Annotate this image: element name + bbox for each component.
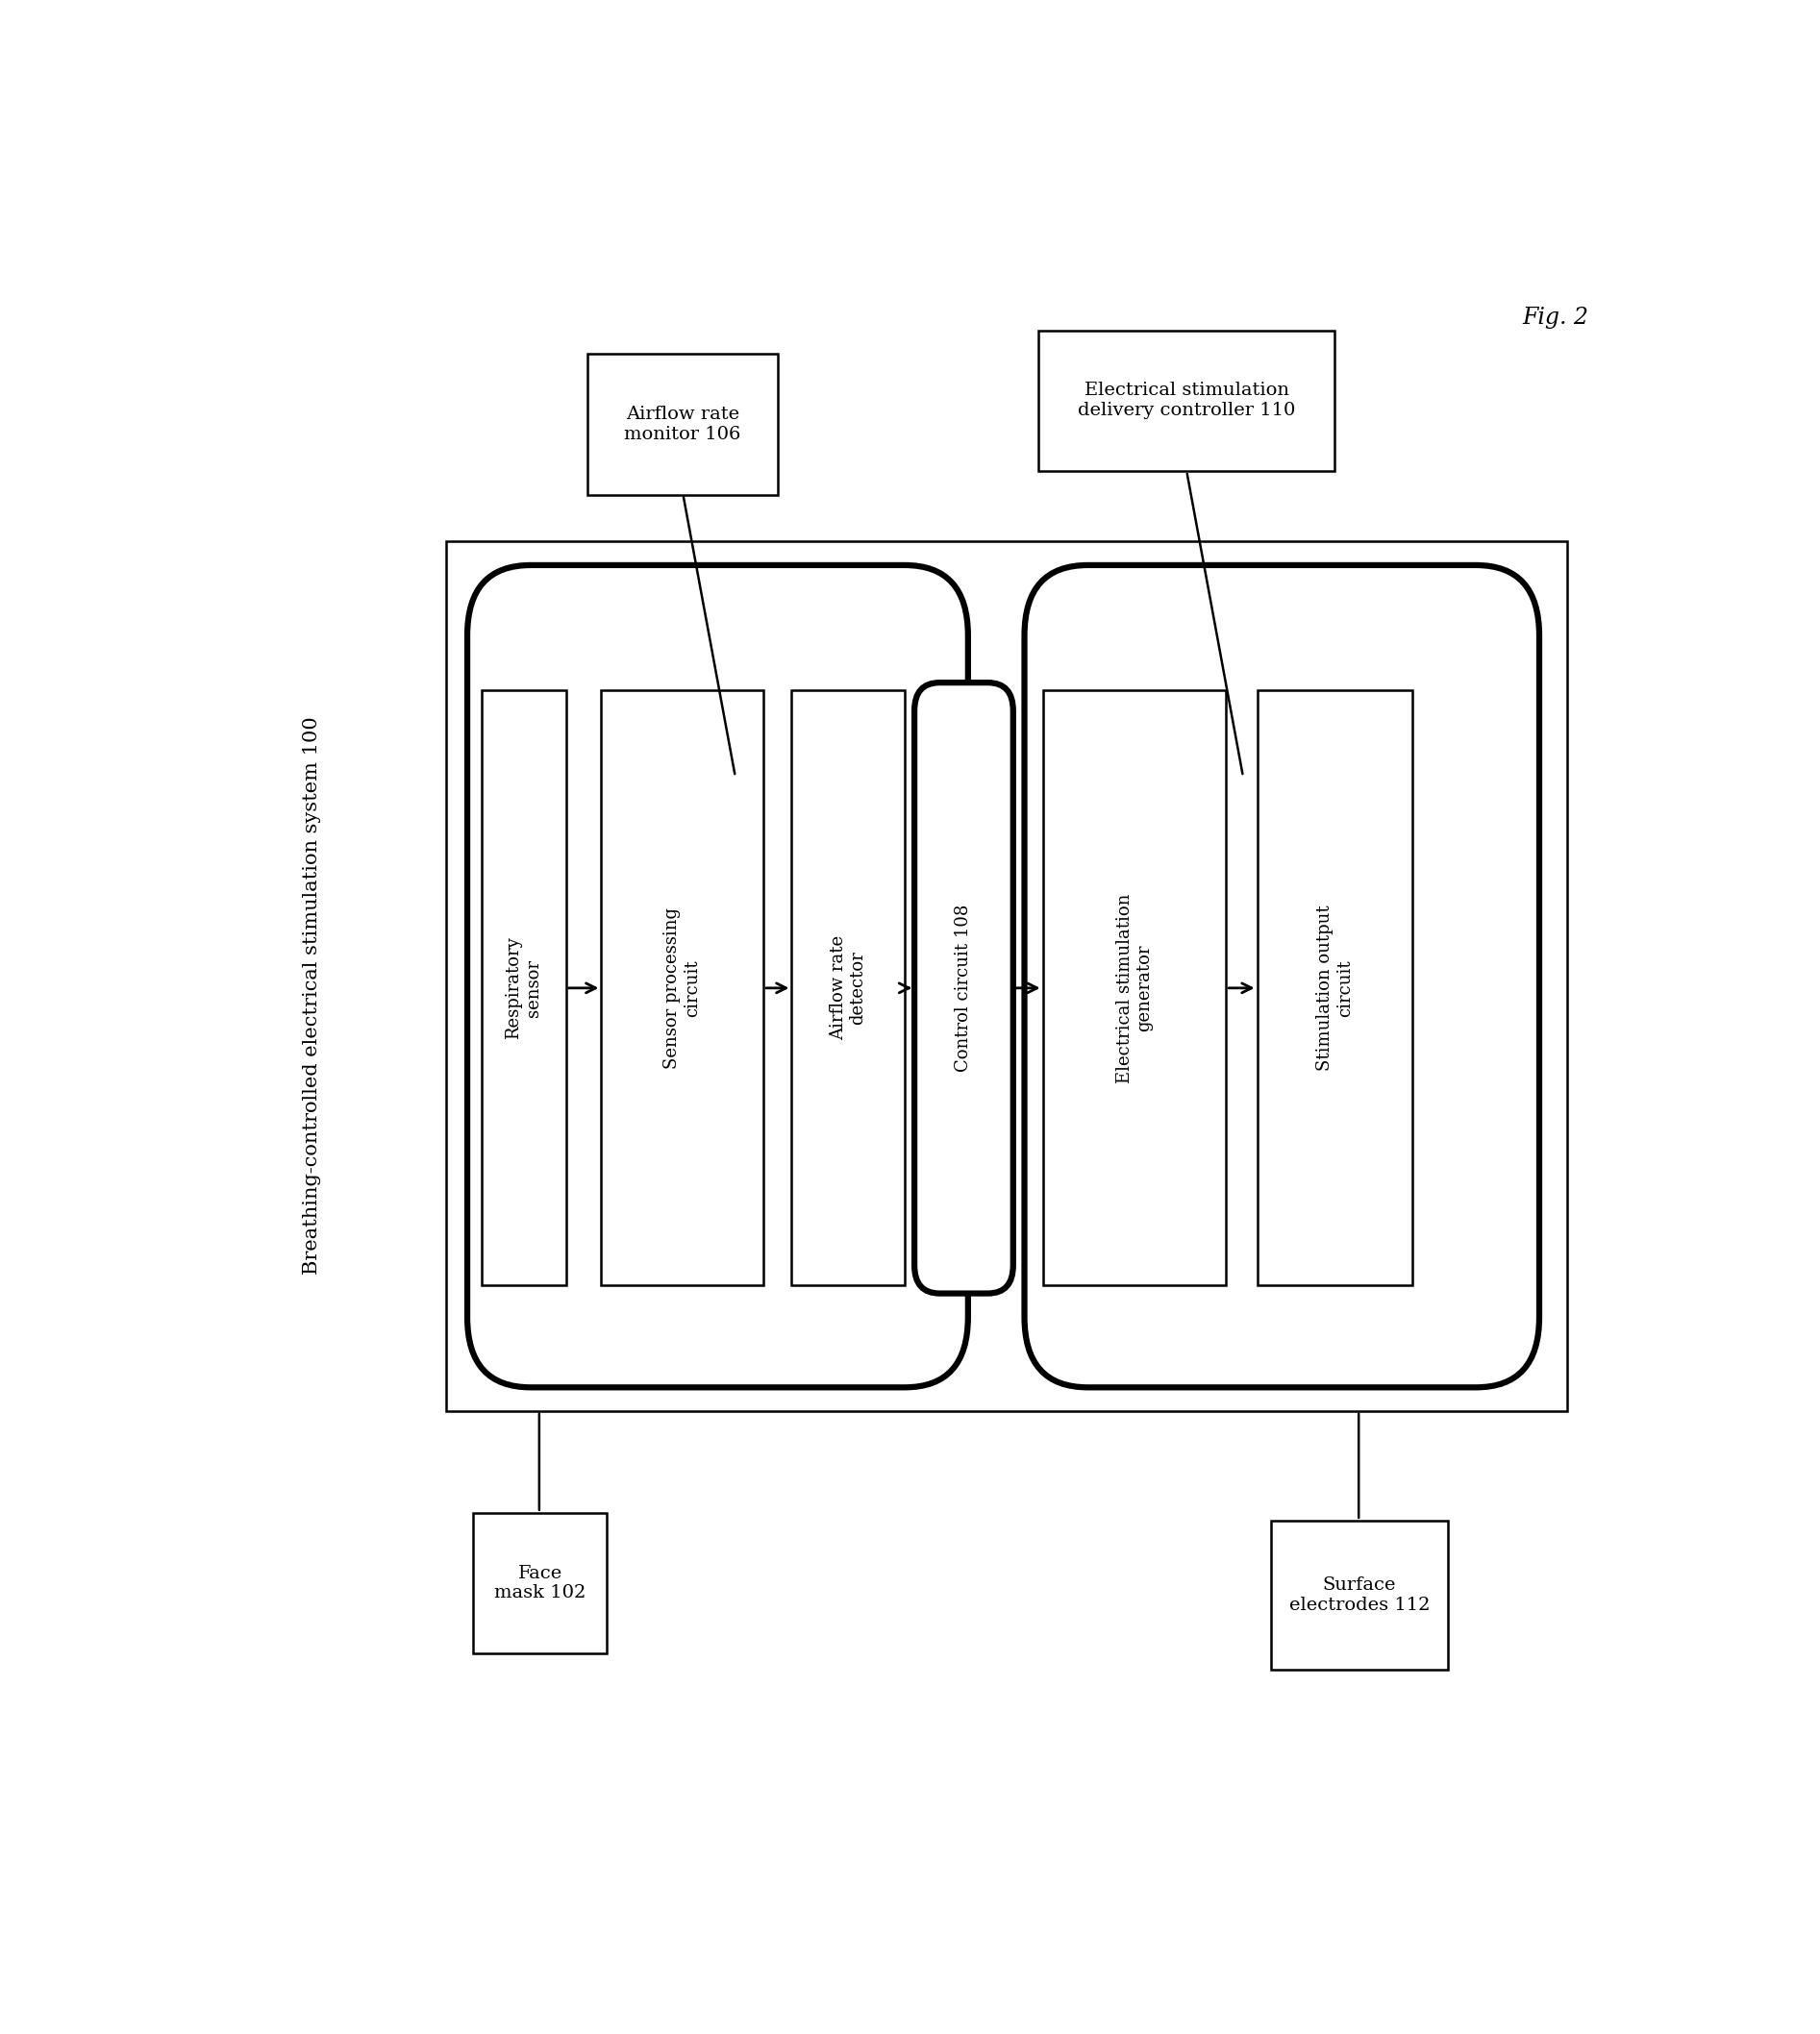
Text: Electrical stimulation
delivery controller 110: Electrical stimulation delivery controll…: [1077, 382, 1296, 419]
FancyBboxPatch shape: [1039, 330, 1334, 472]
Text: Stimulation output
circuit: Stimulation output circuit: [1316, 905, 1354, 1072]
Text: Airflow rate
monitor 106: Airflow rate monitor 106: [624, 405, 741, 443]
FancyBboxPatch shape: [468, 565, 968, 1387]
FancyBboxPatch shape: [1025, 565, 1540, 1387]
FancyBboxPatch shape: [588, 354, 777, 494]
Text: Face
mask 102: Face mask 102: [493, 1564, 586, 1603]
Text: Respiratory
sensor: Respiratory sensor: [506, 938, 542, 1039]
FancyBboxPatch shape: [446, 541, 1567, 1412]
Text: Airflow rate
detector: Airflow rate detector: [830, 936, 866, 1041]
Text: Sensor processing
circuit: Sensor processing circuit: [664, 907, 701, 1068]
FancyBboxPatch shape: [480, 690, 566, 1285]
Text: Fig. 2: Fig. 2: [1522, 307, 1589, 330]
FancyBboxPatch shape: [1043, 690, 1227, 1285]
FancyBboxPatch shape: [792, 690, 905, 1285]
FancyBboxPatch shape: [601, 690, 764, 1285]
FancyBboxPatch shape: [1258, 690, 1412, 1285]
FancyBboxPatch shape: [473, 1513, 606, 1654]
FancyBboxPatch shape: [1272, 1521, 1447, 1670]
Text: Breathing-controlled electrical stimulation system 100: Breathing-controlled electrical stimulat…: [302, 716, 322, 1275]
Text: Surface
electrodes 112: Surface electrodes 112: [1289, 1576, 1431, 1613]
FancyBboxPatch shape: [914, 683, 1014, 1294]
Text: Electrical stimulation
generator: Electrical stimulation generator: [1116, 893, 1154, 1082]
Text: Control circuit 108: Control circuit 108: [956, 905, 972, 1072]
